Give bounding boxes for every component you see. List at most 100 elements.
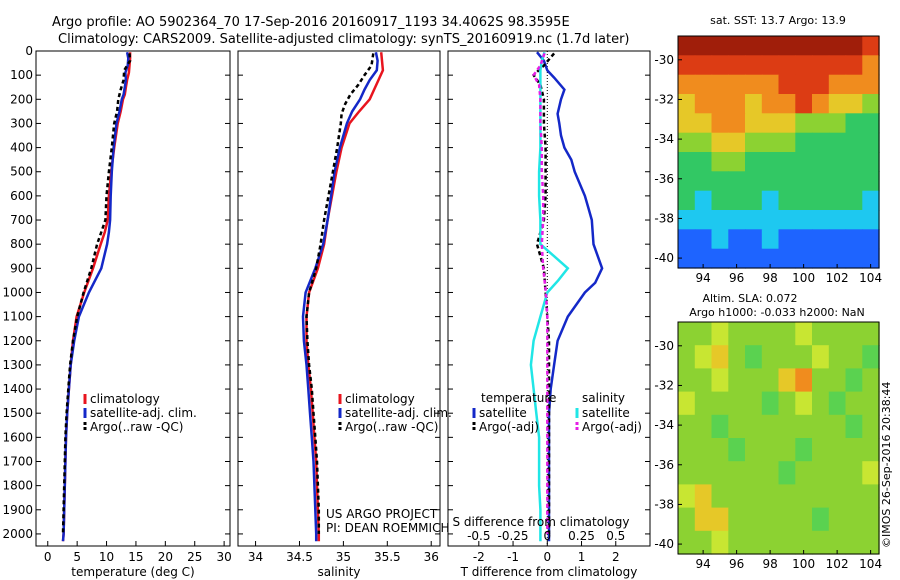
- heatmap-cell-3: [678, 190, 696, 211]
- heatmap-cell-3: [761, 36, 780, 56]
- heatmap-cell-3: [812, 190, 830, 211]
- series-line-1-2: [305, 53, 375, 534]
- heatmap-cell-3: [862, 248, 880, 269]
- heatmap-cell-4: [694, 391, 713, 416]
- heatmap-cell-4: [795, 322, 813, 346]
- heatmap-cell-3: [845, 36, 863, 56]
- heatmap-cell-3: [745, 113, 763, 134]
- heatmap-cell-3: [678, 171, 696, 192]
- heatmap-cell-3: [745, 248, 763, 269]
- heatmap-cell-3: [845, 190, 863, 211]
- heatmap-cell-4: [728, 530, 746, 555]
- y-tick-label: 500: [10, 165, 33, 179]
- heatmap-cell-4: [745, 345, 763, 369]
- y-tick-label: 100: [10, 68, 33, 82]
- heatmap-cell-4: [694, 507, 713, 532]
- x-tick-label: 1: [578, 550, 586, 564]
- legend-label: Argo(..raw -QC): [90, 420, 183, 434]
- y-tick-label: 600: [10, 189, 33, 203]
- heatmap-cell-4: [828, 414, 847, 439]
- heatmap-cell-3: [812, 94, 830, 114]
- y-tick-label: 1800: [2, 479, 33, 493]
- heatmap-cell-4: [745, 507, 763, 532]
- heatmap-cell-4: [694, 484, 713, 509]
- y-tick-label: 900: [10, 261, 33, 275]
- x-tick-label: 10: [99, 550, 114, 564]
- heatmap-cell-4: [862, 507, 880, 532]
- heatmap-cell-4: [745, 438, 763, 462]
- heatmap-cell-4: [711, 368, 729, 393]
- x-tick-label: 2: [612, 550, 620, 564]
- heatmap-cell-3: [711, 74, 729, 95]
- series-line-0-2: [61, 53, 132, 534]
- heatmap-cell-3: [711, 171, 729, 192]
- heatmap-cell-4: [828, 507, 847, 532]
- heatmap-cell-3: [778, 55, 796, 76]
- heatmap-cell-4: [845, 414, 863, 439]
- heatmap-cell-3: [711, 36, 729, 56]
- heatmap-cell-4: [778, 461, 796, 485]
- plot-frame-1: [237, 50, 441, 547]
- heatmap-cell-3: [795, 229, 813, 250]
- heatmap-cell-3: [694, 55, 713, 76]
- heatmap-cell-3: [778, 113, 796, 134]
- heatmap-cell-3: [845, 171, 863, 192]
- heatmap-cell-4: [812, 414, 830, 439]
- y-tick-label: 1100: [2, 310, 33, 324]
- heatmap-cell-4: [728, 484, 746, 509]
- heatmap-cell-3: [795, 132, 813, 153]
- heatmap-cell-3: [711, 229, 729, 250]
- heatmap-cell-4: [778, 391, 796, 416]
- heatmap-cell-4: [745, 414, 763, 439]
- map-x-tick-label: 102: [826, 271, 849, 285]
- heatmap-cell-4: [812, 391, 830, 416]
- y-tick-label: 1900: [2, 503, 33, 517]
- map-y-tick-label: -30: [654, 53, 674, 67]
- x-tick-label: 30: [216, 550, 231, 564]
- map-y-tick-label: -40: [654, 537, 674, 551]
- heatmap-cell-4: [778, 345, 796, 369]
- heatmap-cell-4: [845, 530, 863, 555]
- heatmap-cell-3: [728, 94, 746, 114]
- y-tick-label: 1600: [2, 430, 33, 444]
- y-tick-label: 400: [10, 141, 33, 155]
- heatmap-cell-4: [694, 461, 713, 485]
- heatmap-cell-4: [862, 530, 880, 555]
- x2-tick-label: 0: [543, 529, 551, 543]
- map-x-tick-label: 94: [695, 271, 710, 285]
- heatmap-cell-4: [694, 322, 713, 346]
- heatmap-cell-3: [778, 94, 796, 114]
- heatmap-cell-3: [761, 210, 780, 230]
- x-axis-label: temperature (deg C): [71, 565, 194, 579]
- heatmap-cell-4: [761, 461, 780, 485]
- heatmap-cell-3: [678, 74, 696, 95]
- heatmap-cell-3: [745, 55, 763, 76]
- heatmap-cell-3: [678, 248, 696, 269]
- heatmap-cell-4: [728, 414, 746, 439]
- heatmap-cell-3: [862, 210, 880, 230]
- heatmap-cell-3: [678, 36, 696, 56]
- heatmap-cell-4: [812, 507, 830, 532]
- heatmap-cell-3: [711, 94, 729, 114]
- heatmap-cell-3: [745, 210, 763, 230]
- heatmap-cell-3: [694, 132, 713, 153]
- heatmap-cell-3: [862, 171, 880, 192]
- heatmap-cell-3: [828, 229, 847, 250]
- heatmap-cell-3: [728, 55, 746, 76]
- project-credit: US ARGO PROJECT: [326, 507, 438, 521]
- heatmap-cell-4: [828, 484, 847, 509]
- heatmap-cell-4: [812, 438, 830, 462]
- heatmap-cell-4: [678, 507, 696, 532]
- heatmap-cell-4: [711, 438, 729, 462]
- map-x-tick-label: 102: [826, 557, 849, 571]
- heatmap-cell-3: [795, 210, 813, 230]
- x2-tick-label: -0.25: [498, 529, 529, 543]
- heatmap-cell-3: [711, 248, 729, 269]
- heatmap-cell-3: [694, 152, 713, 172]
- heatmap-cell-3: [728, 113, 746, 134]
- x-tick-label: -1: [507, 550, 519, 564]
- heatmap-cell-3: [761, 113, 780, 134]
- heatmap-cell-3: [694, 74, 713, 95]
- heatmap-cell-4: [828, 391, 847, 416]
- heatmap-cell-4: [678, 345, 696, 369]
